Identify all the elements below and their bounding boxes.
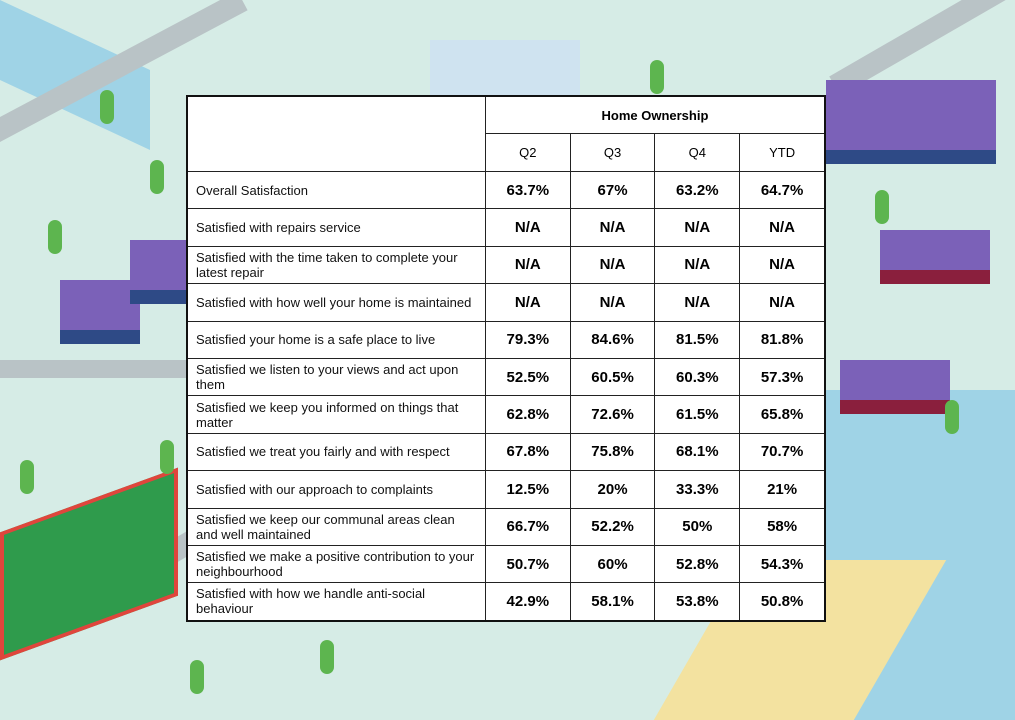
value-cell: 70.7% — [739, 432, 826, 472]
tree — [875, 190, 889, 224]
empty-corner-cell — [186, 95, 486, 172]
row-label: Satisfied we listen to your views and ac… — [186, 357, 486, 397]
house — [60, 280, 140, 344]
table-row: Satisfied we keep you informed on things… — [186, 395, 826, 434]
tree — [650, 60, 664, 94]
value-cell: 75.8% — [569, 432, 656, 472]
tree — [150, 160, 164, 194]
value-cell: 68.1% — [654, 432, 741, 472]
row-label: Satisfied with repairs service — [186, 208, 486, 247]
value-cell: 81.5% — [654, 320, 741, 359]
value-cell: 50% — [654, 507, 741, 546]
value-cell: 63.7% — [484, 170, 571, 210]
value-cell: 79.3% — [484, 320, 571, 359]
value-cell: N/A — [484, 208, 571, 247]
row-label: Satisfied we make a positive contributio… — [186, 544, 486, 584]
value-cell: 50.7% — [484, 544, 571, 584]
value-cell: N/A — [739, 283, 826, 322]
football-pitch — [0, 467, 178, 661]
column-header-q3: Q3 — [569, 133, 656, 172]
tree — [945, 400, 959, 434]
value-cell: N/A — [569, 245, 656, 285]
row-label: Satisfied we keep you informed on things… — [186, 395, 486, 434]
row-label: Satisfied your home is a safe place to l… — [186, 320, 486, 359]
road — [0, 360, 200, 378]
row-label: Satisfied with how well your home is mai… — [186, 283, 486, 322]
value-cell: 53.8% — [654, 582, 741, 622]
row-label: Satisfied with the time taken to complet… — [186, 245, 486, 285]
value-cell: 63.2% — [654, 170, 741, 210]
value-cell: 58.1% — [569, 582, 656, 622]
row-label: Satisfied with our approach to complaint… — [186, 470, 486, 509]
value-cell: 66.7% — [484, 507, 571, 546]
value-cell: N/A — [569, 208, 656, 247]
group-header-row: Home Ownership — [186, 95, 826, 172]
table-row: Overall Satisfaction 63.7% 67% 63.2% 64.7% — [186, 170, 826, 210]
value-cell: 61.5% — [654, 395, 741, 434]
value-cell: 84.6% — [569, 320, 656, 359]
table-row: Satisfied with our approach to complaint… — [186, 470, 826, 509]
tree — [190, 660, 204, 694]
building — [430, 40, 580, 95]
value-cell: 12.5% — [484, 470, 571, 509]
value-cell: N/A — [654, 283, 741, 322]
value-cell: 60% — [569, 544, 656, 584]
row-label: Satisfied we treat you fairly and with r… — [186, 432, 486, 472]
table-row: Satisfied with how we handle anti-social… — [186, 582, 826, 622]
table-row: Satisfied we listen to your views and ac… — [186, 357, 826, 397]
value-cell: N/A — [569, 283, 656, 322]
table-row: Satisfied your home is a safe place to l… — [186, 320, 826, 359]
column-header-q2: Q2 — [484, 133, 571, 172]
value-cell: 52.5% — [484, 357, 571, 397]
value-cell: 57.3% — [739, 357, 826, 397]
table-row: Satisfied we keep our communal areas cle… — [186, 507, 826, 546]
row-label: Overall Satisfaction — [186, 170, 486, 210]
value-cell: 72.6% — [569, 395, 656, 434]
value-cell: N/A — [484, 283, 571, 322]
value-cell: 42.9% — [484, 582, 571, 622]
table-row: Satisfied with repairs service N/A N/A N/A N… — [186, 208, 826, 247]
value-cell: 67% — [569, 170, 656, 210]
value-cell: N/A — [739, 208, 826, 247]
tree — [160, 440, 174, 474]
value-cell: 81.8% — [739, 320, 826, 359]
tree — [48, 220, 62, 254]
value-cell: 64.7% — [739, 170, 826, 210]
value-cell: N/A — [484, 245, 571, 285]
house — [826, 80, 996, 164]
table-row: Satisfied with how well your home is mai… — [186, 283, 826, 322]
value-cell: 21% — [739, 470, 826, 509]
value-cell: 52.2% — [569, 507, 656, 546]
value-cell: N/A — [654, 245, 741, 285]
column-header-q4: Q4 — [654, 133, 741, 172]
value-cell: 65.8% — [739, 395, 826, 434]
row-label: Satisfied we keep our communal areas cle… — [186, 507, 486, 546]
value-cell: 20% — [569, 470, 656, 509]
column-header-row: Q2 Q3 Q4 YTD — [187, 133, 826, 172]
house — [130, 240, 186, 304]
value-cell: N/A — [739, 245, 826, 285]
house — [840, 360, 950, 414]
value-cell: N/A — [654, 208, 741, 247]
value-cell: 50.8% — [739, 582, 826, 622]
table-row: Satisfied with the time taken to complet… — [186, 245, 826, 285]
row-label: Satisfied with how we handle anti-social… — [186, 582, 486, 622]
value-cell: 67.8% — [484, 432, 571, 472]
value-cell: 54.3% — [739, 544, 826, 584]
tree — [100, 90, 114, 124]
value-cell: 58% — [739, 507, 826, 546]
tree — [320, 640, 334, 674]
value-cell: 52.8% — [654, 544, 741, 584]
table-row: Satisfied we treat you fairly and with r… — [186, 432, 826, 472]
column-header-ytd: YTD — [739, 133, 826, 172]
satisfaction-table: Home Ownership Q2 Q3 Q4 YTD Overall Sati… — [186, 95, 826, 622]
value-cell: 62.8% — [484, 395, 571, 434]
value-cell: 60.5% — [569, 357, 656, 397]
tree — [20, 460, 34, 494]
group-header: Home Ownership — [484, 95, 826, 134]
value-cell: 33.3% — [654, 470, 741, 509]
house — [880, 230, 990, 284]
table-row: Satisfied we make a positive contributio… — [186, 544, 826, 584]
value-cell: 60.3% — [654, 357, 741, 397]
